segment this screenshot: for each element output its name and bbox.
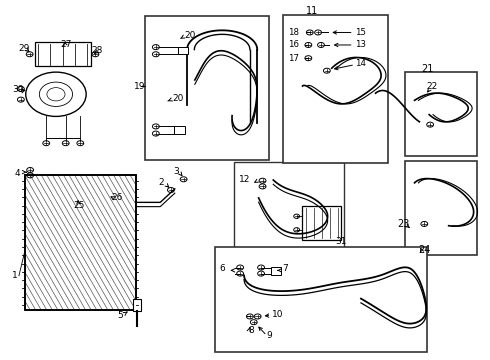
Text: 8: 8: [248, 325, 254, 334]
Text: 9: 9: [266, 330, 271, 339]
Text: 15: 15: [355, 28, 366, 37]
Bar: [133, 298, 141, 311]
Text: 27: 27: [61, 40, 72, 49]
Text: 6: 6: [220, 265, 225, 274]
Text: 2: 2: [158, 178, 164, 187]
Text: 17: 17: [288, 54, 299, 63]
Bar: [145, 16, 270, 160]
Text: 14: 14: [355, 59, 366, 68]
Text: 3: 3: [173, 167, 179, 176]
Text: 12: 12: [239, 175, 250, 184]
Bar: [215, 247, 427, 352]
Text: 11: 11: [306, 6, 318, 17]
Bar: [405, 161, 477, 255]
Text: 7: 7: [282, 265, 288, 274]
Text: 21: 21: [421, 64, 434, 74]
Text: 25: 25: [74, 201, 85, 210]
Text: 4: 4: [15, 169, 21, 178]
Bar: [283, 15, 388, 163]
Text: 22: 22: [426, 82, 438, 91]
Text: 23: 23: [397, 219, 409, 229]
Text: 5: 5: [117, 311, 123, 320]
Bar: [25, 175, 136, 310]
Text: 10: 10: [272, 310, 284, 319]
Bar: [25, 175, 136, 310]
Bar: [178, 47, 189, 54]
Text: 26: 26: [111, 193, 122, 202]
Text: 31: 31: [335, 237, 346, 246]
Bar: [234, 162, 344, 253]
Text: 19: 19: [134, 82, 146, 91]
Text: 30: 30: [12, 85, 24, 94]
Text: 24: 24: [418, 245, 431, 255]
Bar: [174, 126, 185, 134]
Text: 13: 13: [355, 40, 366, 49]
Text: 29: 29: [19, 44, 30, 53]
Text: 20: 20: [172, 94, 183, 103]
Bar: [34, 42, 91, 66]
Bar: [302, 206, 342, 240]
Text: 16: 16: [288, 40, 299, 49]
Bar: [405, 72, 477, 156]
Bar: [271, 267, 281, 275]
Text: 28: 28: [92, 46, 103, 55]
Text: 20: 20: [184, 31, 196, 40]
Text: 18: 18: [288, 28, 299, 37]
Text: 1: 1: [12, 271, 18, 280]
